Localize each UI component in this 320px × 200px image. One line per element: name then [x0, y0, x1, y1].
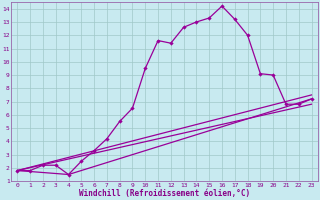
X-axis label: Windchill (Refroidissement éolien,°C): Windchill (Refroidissement éolien,°C) — [79, 189, 250, 198]
